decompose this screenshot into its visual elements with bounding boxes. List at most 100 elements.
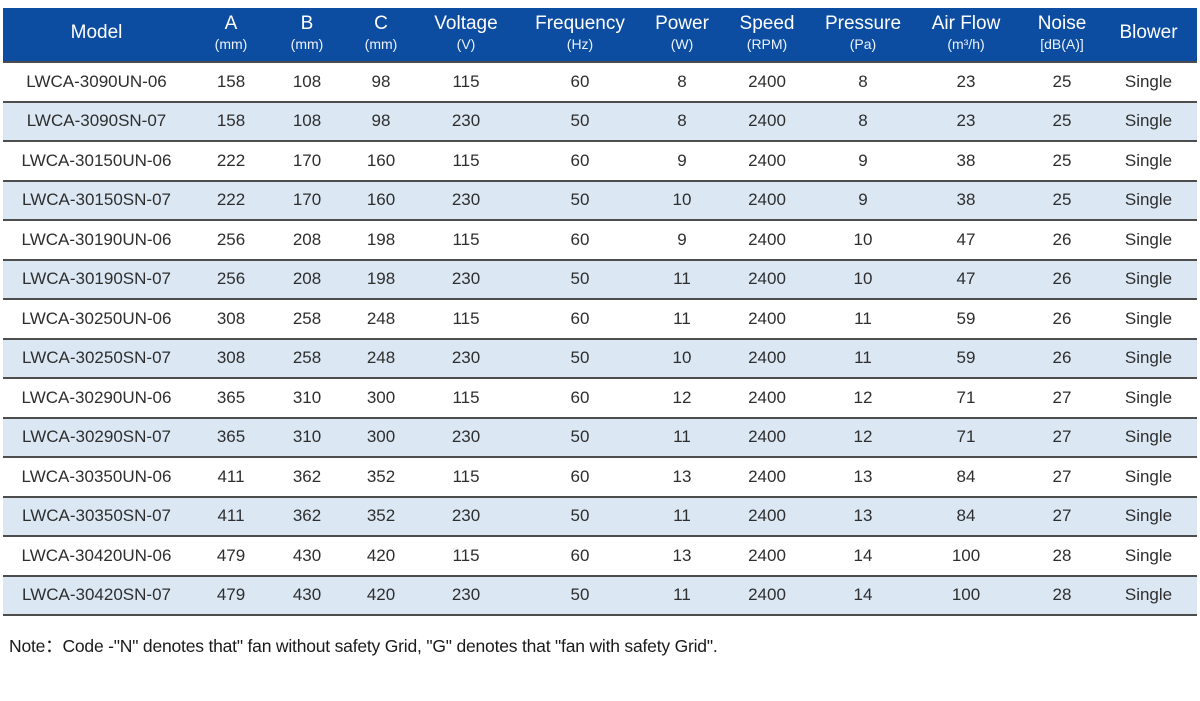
cell-blower: Single xyxy=(1100,535,1197,576)
column-unit: (m³/h) xyxy=(947,36,985,53)
cell-c: 352 xyxy=(342,456,420,497)
column-header-a: A (mm) xyxy=(190,8,272,62)
cell-speed: 2400 xyxy=(716,337,818,378)
cell-voltage: 230 xyxy=(420,179,512,220)
cell-c: 248 xyxy=(342,337,420,378)
column-unit: (mm) xyxy=(364,36,398,53)
spec-sheet: Model A (mm) B (mm) C (mm) Voltage (V) Frequency(… xyxy=(3,8,1197,656)
cell-noise: 26 xyxy=(1024,337,1100,378)
cell-power: 11 xyxy=(648,574,716,616)
column-header-model: Model xyxy=(3,8,190,62)
fan-spec-table: Model A (mm) B (mm) C (mm) Voltage (V) Frequency(… xyxy=(3,8,1197,616)
column-label: Air Flow xyxy=(931,13,1001,35)
cell-model: LWCA-30350UN-06 xyxy=(3,456,190,497)
column-unit: (Hz) xyxy=(566,36,594,53)
cell-blower: Single xyxy=(1100,377,1197,418)
cell-c: 248 xyxy=(342,298,420,339)
cell-speed: 2400 xyxy=(716,179,818,220)
cell-noise: 25 xyxy=(1024,140,1100,181)
cell-voltage: 230 xyxy=(420,416,512,457)
cell-model: LWCA-30190UN-06 xyxy=(3,219,190,260)
cell-power: 11 xyxy=(648,495,716,536)
cell-model: LWCA-3090UN-06 xyxy=(3,61,190,102)
cell-voltage: 115 xyxy=(420,140,512,181)
table-row: LWCA-30420UN-06 479 430 420 115 60 13 2400 14 100… xyxy=(3,535,1197,576)
cell-a: 411 xyxy=(190,495,272,536)
cell-frequency: 50 xyxy=(512,100,648,141)
cell-pressure: 11 xyxy=(818,298,908,339)
column-label: Blower xyxy=(1119,22,1178,44)
cell-blower: Single xyxy=(1100,495,1197,536)
cell-noise: 25 xyxy=(1024,61,1100,102)
cell-air-flow: 71 xyxy=(908,377,1024,418)
column-unit: (W) xyxy=(670,36,694,53)
cell-air-flow: 71 xyxy=(908,416,1024,457)
table-row: LWCA-3090UN-06 158 108 98 115 60 8 2400 8 23 25 Sin… xyxy=(3,61,1197,102)
cell-noise: 26 xyxy=(1024,258,1100,299)
column-unit: (V) xyxy=(456,36,476,53)
cell-power: 11 xyxy=(648,298,716,339)
cell-power: 11 xyxy=(648,416,716,457)
cell-speed: 2400 xyxy=(716,219,818,260)
cell-voltage: 115 xyxy=(420,61,512,102)
column-label: Voltage xyxy=(434,13,498,35)
cell-noise: 27 xyxy=(1024,495,1100,536)
column-header-c: C (mm) xyxy=(342,8,420,62)
cell-c: 98 xyxy=(342,61,420,102)
cell-b: 108 xyxy=(272,100,342,141)
cell-speed: 2400 xyxy=(716,258,818,299)
column-label: Pressure xyxy=(824,13,902,35)
cell-a: 158 xyxy=(190,100,272,141)
cell-blower: Single xyxy=(1100,298,1197,339)
table-header: Model A (mm) B (mm) C (mm) Voltage (V) Frequency(… xyxy=(3,8,1197,62)
cell-c: 160 xyxy=(342,179,420,220)
cell-b: 208 xyxy=(272,258,342,299)
cell-speed: 2400 xyxy=(716,495,818,536)
cell-speed: 2400 xyxy=(716,574,818,616)
column-header-b: B (mm) xyxy=(272,8,342,62)
cell-model: LWCA-30150UN-06 xyxy=(3,140,190,181)
cell-blower: Single xyxy=(1100,100,1197,141)
column-unit: (mm) xyxy=(214,36,248,53)
cell-a: 158 xyxy=(190,61,272,102)
cell-blower: Single xyxy=(1100,140,1197,181)
cell-a: 365 xyxy=(190,416,272,457)
cell-voltage: 115 xyxy=(420,219,512,260)
cell-voltage: 230 xyxy=(420,258,512,299)
cell-power: 10 xyxy=(648,337,716,378)
cell-model: LWCA-30190SN-07 xyxy=(3,258,190,299)
cell-a: 222 xyxy=(190,140,272,181)
table-row: LWCA-30250SN-07 308 258 248 230 50 10 2400 11 59 2… xyxy=(3,337,1197,378)
cell-noise: 26 xyxy=(1024,298,1100,339)
cell-frequency: 50 xyxy=(512,179,648,220)
cell-a: 411 xyxy=(190,456,272,497)
column-header-speed: Speed (RPM) xyxy=(716,8,818,62)
cell-pressure: 13 xyxy=(818,495,908,536)
cell-model: LWCA-30150SN-07 xyxy=(3,179,190,220)
cell-blower: Single xyxy=(1100,258,1197,299)
column-label: Noise xyxy=(1037,13,1087,35)
cell-voltage: 230 xyxy=(420,574,512,616)
column-header-noise: Noise [dB(A)] xyxy=(1024,8,1100,62)
cell-pressure: 14 xyxy=(818,574,908,616)
cell-blower: Single xyxy=(1100,179,1197,220)
cell-c: 300 xyxy=(342,377,420,418)
cell-frequency: 60 xyxy=(512,456,648,497)
cell-a: 479 xyxy=(190,574,272,616)
cell-frequency: 50 xyxy=(512,574,648,616)
cell-pressure: 9 xyxy=(818,179,908,220)
column-header-voltage: Voltage (V) xyxy=(420,8,512,62)
cell-voltage: 115 xyxy=(420,456,512,497)
table-row: LWCA-30290SN-07 365 310 300 230 50 11 2400 12 71 2… xyxy=(3,416,1197,457)
cell-noise: 28 xyxy=(1024,535,1100,576)
cell-blower: Single xyxy=(1100,416,1197,457)
cell-air-flow: 100 xyxy=(908,535,1024,576)
cell-voltage: 115 xyxy=(420,298,512,339)
header-row: Model A (mm) B (mm) C (mm) Voltage (V) Frequency(… xyxy=(3,8,1197,62)
cell-power: 13 xyxy=(648,535,716,576)
column-label: B xyxy=(300,13,314,35)
cell-power: 8 xyxy=(648,61,716,102)
cell-model: LWCA-30420UN-06 xyxy=(3,535,190,576)
cell-noise: 27 xyxy=(1024,377,1100,418)
cell-model: LWCA-30350SN-07 xyxy=(3,495,190,536)
